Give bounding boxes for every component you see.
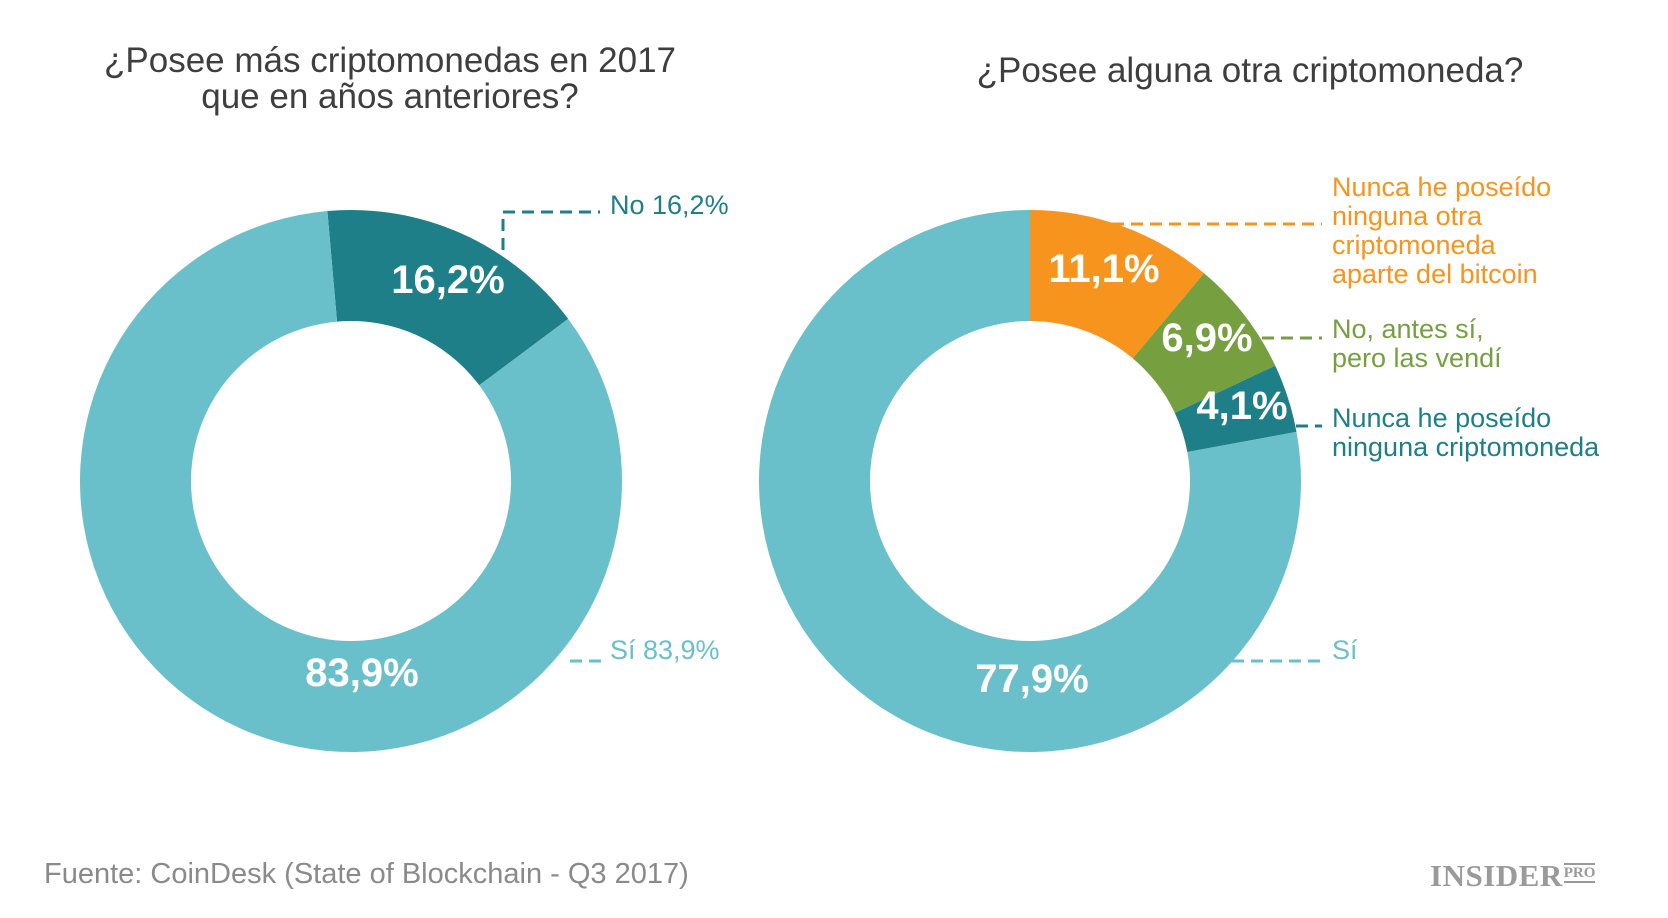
title-line: ¿Posee alguna otra criptomoneda? [976, 51, 1524, 90]
slice-value-label-si: 77,9% [975, 657, 1088, 701]
donut-slice-vendi [1132, 273, 1276, 413]
legend-label-si: Sí 83,9% [610, 635, 720, 665]
legend-line: Sí [1332, 635, 1358, 665]
legend-line: criptomoneda [1332, 230, 1497, 260]
slice-value-label-nunca-otra: 11,1% [1048, 247, 1159, 291]
legend-line: aparte del bitcoin [1332, 259, 1538, 289]
donut-slice-si [79, 211, 622, 752]
legend-line: Sí 83,9% [610, 635, 720, 665]
brand-logo: INSIDERPRO [1430, 858, 1596, 894]
source-note: Fuente: CoinDesk (State of Blockchain - … [44, 858, 689, 890]
legend-label-si: Sí [1332, 635, 1358, 665]
slice-value-label-vendi: 6,9% [1161, 316, 1252, 360]
legend-line: Nunca he poseído [1332, 403, 1551, 433]
legend-label-no: No 16,2% [610, 190, 729, 220]
legend-line: pero las vendí [1332, 343, 1502, 373]
chart-title-left: ¿Posee más criptomonedas en 2017 que en … [60, 43, 720, 115]
slice-value-label-si: 83,9% [305, 651, 418, 695]
donut-slice-si [759, 210, 1301, 752]
legend-line: No, antes sí, [1332, 314, 1484, 344]
legend-line: ninguna criptomoneda [1332, 432, 1600, 462]
title-line: ¿Posee más criptomonedas en 2017 [104, 41, 676, 80]
slice-value-label-ninguna: 4,1% [1196, 384, 1287, 428]
legend-line: ninguna otra [1332, 201, 1483, 231]
legend-label-ninguna: Nunca he poseído ninguna criptomoneda [1332, 403, 1600, 462]
brand-text: INSIDER [1430, 858, 1563, 893]
brand-sub: PRO [1563, 863, 1596, 883]
donut-slice-ninguna [1174, 365, 1297, 453]
title-line: que en años anteriores? [201, 77, 579, 116]
legend-line: No 16,2% [610, 190, 729, 220]
donut-slice-nunca-otra [1030, 210, 1205, 359]
legend-label-vendi: No, antes sí, pero las vendí [1332, 314, 1502, 373]
donut-slice-no [327, 210, 569, 386]
slice-value-label-no: 16,2% [391, 258, 504, 302]
leader-line-no [501, 210, 600, 250]
chart-title-right: ¿Posee alguna otra criptomoneda? [940, 53, 1560, 89]
legend-line: Nunca he poseído [1332, 172, 1551, 202]
legend-label-nunca-otra: Nunca he poseído ninguna otra criptomoneda… [1332, 172, 1551, 289]
